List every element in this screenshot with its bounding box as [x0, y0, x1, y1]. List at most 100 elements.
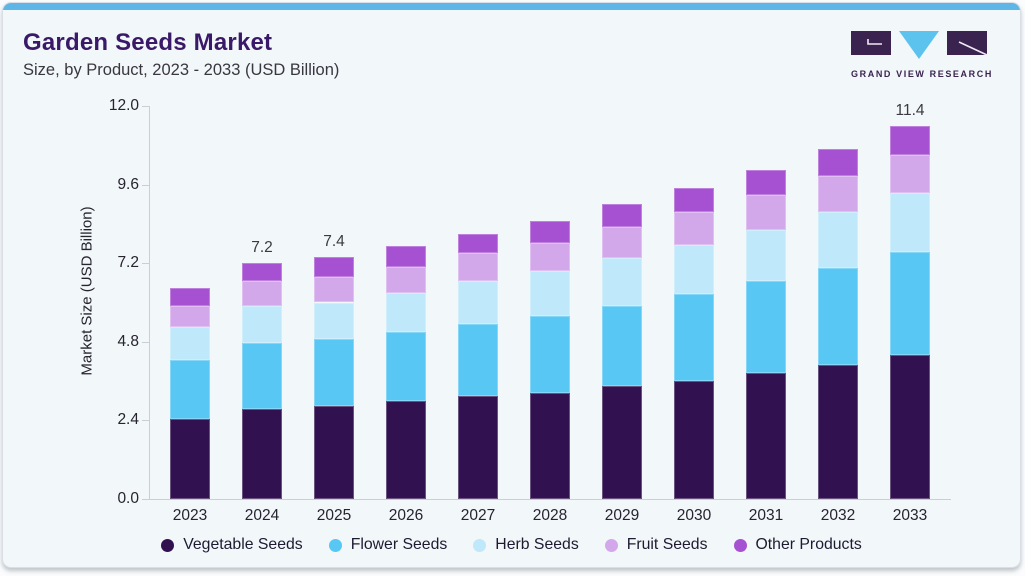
y-tick-label: 9.6 — [117, 175, 139, 193]
bar-segment-herb-seeds — [530, 271, 570, 316]
bar-segment-vegetable-seeds — [746, 372, 786, 499]
gvr-logo: GRAND VIEW RESEARCH — [850, 29, 994, 79]
bar-segment-herb-seeds — [458, 281, 498, 324]
bar-segment-vegetable-seeds — [818, 364, 858, 499]
logo-g-block — [851, 31, 891, 55]
bar-segment-other-products — [170, 287, 210, 306]
legend-item-fruit-seeds: Fruit Seeds — [604, 536, 708, 554]
logo-r-block — [947, 31, 987, 55]
bar-segment-other-products — [746, 169, 786, 196]
legend-item-other-products: Other Products — [733, 536, 862, 554]
bar-segment-herb-seeds — [746, 230, 786, 282]
bar-segment-herb-seeds — [818, 212, 858, 269]
bar-segment-fruit-seeds — [242, 281, 282, 306]
bar-segment-vegetable-seeds — [674, 381, 714, 499]
x-axis-label-2027: 2027 — [460, 507, 496, 524]
bar-segment-fruit-seeds — [530, 242, 570, 272]
bar-segment-fruit-seeds — [674, 212, 714, 246]
legend: Vegetable Seeds Flower Seeds Herb Seeds Fru… — [3, 536, 1020, 554]
legend-label: Herb Seeds — [495, 536, 579, 553]
legend-item-flower-seeds: Flower Seeds — [328, 536, 448, 554]
x-axis-label-2032: 2032 — [820, 507, 856, 524]
bar-segment-herb-seeds — [602, 258, 642, 306]
y-tick-label: 0.0 — [117, 490, 139, 507]
bar-segment-fruit-seeds — [746, 195, 786, 231]
chart-subtitle: Size, by Product, 2023 - 2033 (USD Billi… — [23, 61, 340, 79]
logo-g-glyph — [867, 39, 882, 45]
y-tick-label: 2.4 — [117, 411, 139, 429]
bar-segment-flower-seeds — [890, 251, 930, 355]
legend-dot — [161, 538, 175, 552]
bar-segment-fruit-seeds — [314, 276, 354, 303]
x-axis-label-2026: 2026 — [388, 507, 424, 524]
bar-segment-other-products — [386, 245, 426, 268]
bar-segment-other-products — [530, 220, 570, 243]
bar-segment-other-products — [242, 263, 282, 282]
x-axis-label-2029: 2029 — [604, 507, 640, 524]
bar-segment-herb-seeds — [314, 302, 354, 339]
y-tick-mark — [142, 184, 149, 186]
bar-segment-vegetable-seeds — [458, 395, 498, 499]
bar-segment-flower-seeds — [458, 323, 498, 396]
bar-segment-vegetable-seeds — [602, 386, 642, 499]
bar-segment-vegetable-seeds — [314, 405, 354, 499]
bar-segment-herb-seeds — [170, 327, 210, 360]
bar-segment-other-products — [818, 148, 858, 176]
bar-segment-flower-seeds — [170, 359, 210, 419]
x-axis-label-2023: 2023 — [172, 507, 208, 524]
bar-segment-flower-seeds — [602, 305, 642, 386]
bar-segment-flower-seeds — [674, 294, 714, 382]
legend-label: Other Products — [755, 536, 862, 553]
y-tick-label: 4.8 — [117, 332, 139, 350]
bar-segment-other-products — [602, 204, 642, 228]
logo-v-triangle — [899, 31, 939, 59]
x-axis-label-2033: 2033 — [892, 507, 928, 524]
y-tick-mark — [142, 499, 149, 500]
report-card: Garden Seeds Market Size, by Product, 20… — [2, 2, 1021, 568]
y-tick-mark — [142, 106, 149, 107]
bar-segment-other-products — [674, 187, 714, 213]
x-axis-line — [149, 499, 951, 500]
bar-segment-vegetable-seeds — [170, 418, 210, 499]
y-tick-mark — [142, 420, 149, 422]
bar-segment-flower-seeds — [818, 268, 858, 365]
legend-dot — [328, 538, 342, 552]
bar-segment-vegetable-seeds — [890, 354, 930, 499]
y-tick-mark — [142, 263, 149, 265]
bar-value-label: 7.2 — [251, 239, 273, 257]
bar-segment-flower-seeds — [242, 343, 282, 409]
bar-segment-herb-seeds — [674, 245, 714, 295]
top-accent-bar — [3, 3, 1020, 10]
x-axis-label-2024: 2024 — [244, 507, 280, 524]
chart-title: Garden Seeds Market — [23, 29, 273, 56]
legend-dot — [473, 538, 487, 552]
y-tick-label: 7.2 — [117, 254, 139, 272]
bar-segment-fruit-seeds — [170, 305, 210, 328]
bar-segment-fruit-seeds — [818, 175, 858, 213]
legend-label: Fruit Seeds — [626, 536, 708, 553]
bar-segment-flower-seeds — [386, 331, 426, 401]
bar-segment-flower-seeds — [530, 315, 570, 393]
bar-segment-fruit-seeds — [458, 253, 498, 282]
bar-value-label: 11.4 — [895, 101, 925, 119]
bar-segment-herb-seeds — [242, 305, 282, 344]
logo-r-glyph — [958, 41, 988, 56]
bar-segment-vegetable-seeds — [386, 400, 426, 499]
legend-dot — [604, 538, 618, 552]
bar-segment-herb-seeds — [386, 292, 426, 332]
y-tick-mark — [142, 341, 149, 343]
legend-dot — [733, 538, 747, 552]
logo-text: GRAND VIEW RESEARCH — [851, 69, 993, 79]
bar-segment-fruit-seeds — [602, 227, 642, 259]
bar-value-label: 7.4 — [323, 232, 345, 250]
legend-item-vegetable-seeds: Vegetable Seeds — [161, 536, 303, 554]
x-axis-label-2028: 2028 — [532, 507, 568, 524]
legend-item-herb-seeds: Herb Seeds — [473, 536, 579, 554]
bar-segment-fruit-seeds — [386, 267, 426, 293]
bar-segment-flower-seeds — [314, 338, 354, 406]
bar-segment-vegetable-seeds — [530, 392, 570, 499]
bar-segment-herb-seeds — [890, 192, 930, 252]
y-tick-label: 12.0 — [108, 97, 139, 114]
legend-label: Flower Seeds — [350, 536, 448, 553]
